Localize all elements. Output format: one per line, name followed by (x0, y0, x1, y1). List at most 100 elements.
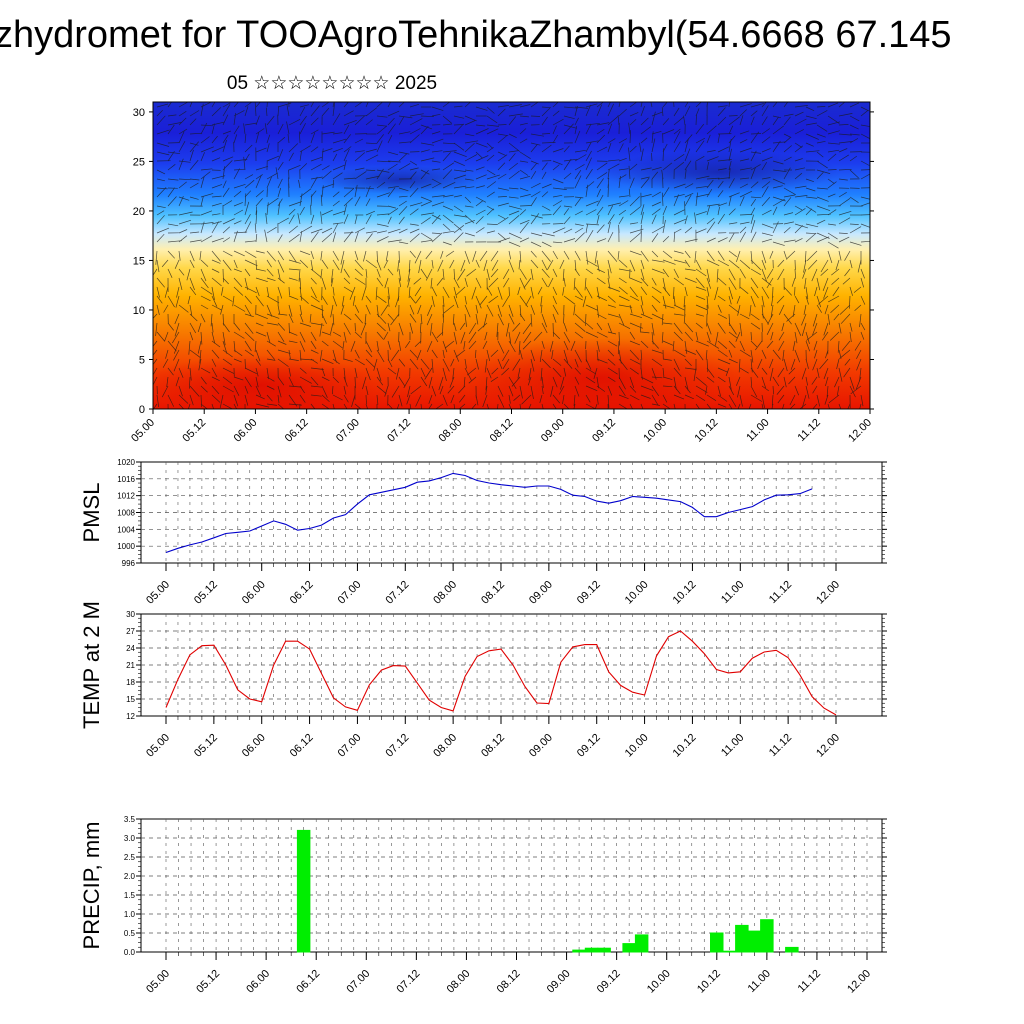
wind-arrow (783, 226, 791, 234)
wind-arrow (332, 376, 339, 383)
wind-arrow (739, 167, 752, 171)
y-axis-label: PRECIP, mm (79, 822, 104, 950)
wind-arrow (794, 158, 803, 162)
wind-arrow (585, 209, 597, 216)
wind-arrow (541, 106, 551, 109)
wind-arrow (739, 177, 750, 180)
wind-arrow (717, 295, 726, 302)
wind-arrow (211, 331, 216, 344)
wind-arrow (750, 349, 754, 363)
wind-arrow (266, 202, 269, 216)
wind-arrow (431, 259, 434, 269)
wind-arrow (836, 358, 840, 370)
wind-arrow (834, 376, 840, 388)
wind-arrow (739, 158, 750, 162)
wind-arrow (244, 214, 251, 225)
wind-arrow (288, 304, 293, 317)
x-tick-label: 09.00 (539, 417, 567, 445)
wind-arrow (343, 322, 351, 335)
wind-arrow (552, 376, 558, 388)
wind-arrow (453, 115, 465, 119)
wind-arrow (607, 115, 619, 126)
wind-arrow (739, 196, 745, 207)
wind-arrow (777, 394, 785, 404)
wind-arrow (288, 358, 299, 361)
wind-arrow (728, 138, 732, 153)
wind-arrow (254, 340, 257, 353)
wind-arrow (277, 198, 283, 207)
wind-arrow (387, 110, 400, 117)
wind-arrow (541, 277, 548, 288)
wind-arrow (420, 124, 433, 130)
wind-arrow (156, 142, 170, 147)
wind-arrow (321, 385, 328, 398)
wind-arrow (684, 331, 694, 342)
wind-arrow (486, 106, 495, 114)
wind-arrow (187, 295, 191, 305)
wind-arrow (508, 313, 515, 325)
wind-arrow (618, 331, 620, 346)
wind-arrow (222, 166, 226, 180)
wind-arrow (761, 313, 769, 325)
wind-arrow (651, 322, 655, 336)
wind-arrow (849, 138, 859, 144)
wind-arrow (530, 144, 538, 153)
wind-arrow (409, 202, 423, 207)
y-tick-label: 20 (133, 206, 145, 218)
wind-arrow (706, 203, 720, 207)
wind-arrow (662, 286, 671, 297)
wind-arrow (486, 154, 495, 162)
wind-arrow (629, 376, 635, 389)
wind-arrow (222, 277, 229, 285)
wind-arrow (618, 195, 629, 198)
x-tick-label: 06.12 (283, 417, 311, 445)
wind-arrow (651, 304, 658, 312)
wind-arrow (838, 124, 849, 126)
wind-arrow (332, 286, 335, 296)
wind-arrow (750, 259, 762, 270)
wind-arrow (266, 277, 276, 282)
wind-arrow (464, 196, 472, 204)
wind-arrow (409, 250, 416, 258)
wind-arrow (464, 214, 475, 224)
wind-arrow (596, 340, 600, 352)
x-tick-label: 12.00 (845, 968, 873, 996)
y-axis-label: PMSL (79, 483, 104, 543)
wind-arrow (485, 385, 488, 395)
wind-arrow (629, 295, 640, 301)
wind-arrow (475, 200, 483, 207)
wind-arrow (244, 259, 258, 267)
wind-arrow (783, 286, 792, 296)
wind-arrow (838, 154, 849, 162)
wind-arrow (651, 214, 657, 225)
wind-arrow (417, 304, 422, 315)
wind-arrow (163, 304, 169, 313)
wind-arrow (398, 228, 408, 234)
x-tick-label: 06.00 (244, 968, 272, 996)
wind-arrow (827, 130, 840, 135)
wind-arrow (860, 169, 870, 171)
wind-arrow (750, 151, 762, 154)
wind-arrow (662, 268, 669, 278)
wind-arrow (662, 205, 668, 216)
wind-arrow (288, 331, 298, 336)
wind-arrow (827, 102, 839, 108)
wind-arrow (574, 227, 584, 234)
wind-arrow (761, 186, 769, 198)
wind-arrow (552, 331, 561, 340)
wind-arrow (211, 184, 223, 189)
wind-arrow (167, 151, 175, 162)
wind-arrow (442, 223, 451, 231)
wind-arrow (860, 202, 870, 207)
wind-arrow (519, 205, 532, 207)
wind-arrow (584, 277, 587, 291)
wind-arrow (508, 116, 517, 126)
wind-arrow (277, 123, 284, 135)
wind-arrow (428, 394, 433, 404)
wind-arrow (310, 277, 317, 285)
wind-arrow (233, 394, 239, 407)
wind-arrow (376, 367, 382, 382)
wind-arrow (220, 304, 224, 315)
wind-arrow (398, 358, 406, 367)
wind-arrow (211, 286, 215, 301)
